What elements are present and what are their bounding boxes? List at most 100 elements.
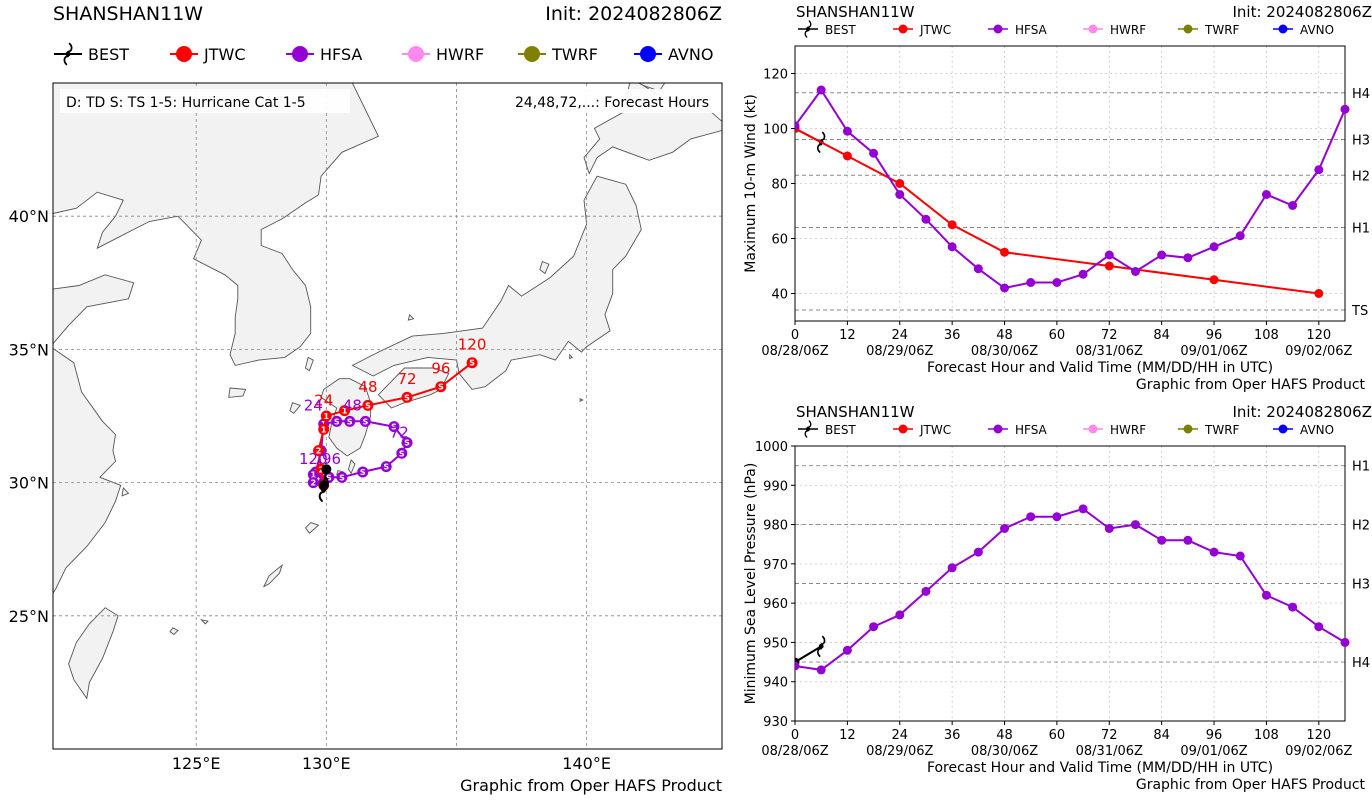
land-goto [289,402,302,414]
y-tick-label: 980 [763,519,788,534]
x-date-label: 08/29/06Z [866,744,933,759]
dot-marker [524,46,540,62]
hfsa-series-point [1026,278,1036,287]
jtwc-track-point [320,410,332,422]
hfsa-track-point-symbol: 2 [311,479,317,488]
dot-marker [1183,24,1193,34]
dot-marker [408,46,424,62]
land-jeju [228,387,247,398]
hfsa-track-point [336,471,348,483]
hfsa-series-point [921,586,931,596]
map-legend-label: JTWC [203,45,245,64]
x-tick-label: 84 [1153,328,1170,343]
hfsa-track-point-symbol: S [399,449,405,458]
chart-legend-jtwc: JTWC [893,423,951,437]
hfsa-series-point [795,661,800,671]
hfsa-track-point [307,477,319,489]
x-tick-label: 48 [996,728,1013,743]
hfsa-series-point [1314,622,1324,632]
x-date-label: 08/28/06Z [761,344,828,359]
category-label: H4 [1352,656,1370,671]
chart-legend-twrf: TWRF [1178,23,1240,37]
hfsa-series-point [1104,524,1114,533]
x-date-label: 08/30/06Z [971,744,1038,759]
lat-label: 30°N [9,474,49,493]
hfsa-series-point [1130,520,1140,530]
jtwc-track-point-symbol: 1 [342,407,348,416]
y-tick-label: 80 [771,178,788,193]
y-tick-label: 1000 [755,440,788,455]
x-tick-label: 96 [1206,728,1223,743]
x-date-label: 09/01/06Z [1180,744,1247,759]
track-map: 3321SSSSSSSSSS12322111SSSS24487296120244… [52,82,723,750]
chart-legend-label: JTWC [919,423,951,437]
hfsa-series-point [973,264,983,274]
hfsa-series-point [1183,535,1193,545]
chart-frame [794,445,1346,722]
dot-marker [993,24,1003,34]
jtwc-track-point-symbol: S [469,359,475,368]
hfsa-track-point [357,466,369,478]
hfsa-series-point [1209,242,1219,252]
y-tick-label: 960 [763,597,788,612]
jtwc-hour-label: 48 [358,378,377,396]
chart-legend-label: TWRF [1204,423,1240,437]
jtwc-track-point-symbol: S [404,393,410,402]
land-hainan-edge [121,486,130,497]
land-oki [407,313,415,321]
x-tick-label: 0 [791,328,799,343]
x-tick-label: 24 [891,328,908,343]
dot-marker [1088,424,1098,434]
x-tick-label: 84 [1153,728,1170,743]
land-tanegashima [348,459,356,475]
land-china-coast-south [53,274,135,594]
map-legend-avno: AVNO [634,45,713,64]
map-legend-label: AVNO [668,45,713,64]
hfsa-series-point [1104,250,1114,260]
chart-legend-twrf: TWRF [1178,423,1240,437]
hfsa-series-point [1261,590,1271,600]
jtwc-track-point-symbol: 2 [316,447,322,456]
hfsa-series-point [1157,535,1167,545]
x-date-label: 08/31/06Z [1076,344,1143,359]
x-date-label: 09/01/06Z [1180,344,1247,359]
chart-pressure: SHANSHAN11W Init: 2024082806Z BEST JTWC HFSA… [743,403,1372,793]
map-legend-best: BEST [54,42,129,66]
map-note-left: D: TD S: TS 1-5: Hurricane Cat 1-5 [66,95,306,111]
dot-marker [1183,424,1193,434]
land-taiwan [68,607,119,700]
category-label: H3 [1352,134,1370,149]
jtwc-series-point [895,179,905,188]
x-date-label: 08/30/06Z [971,344,1038,359]
hfsa-series-point [1026,512,1036,522]
jtwc-series-line [795,127,1319,295]
hfsa-series-point [895,610,905,620]
hfsa-series-point [816,665,826,675]
chart-legend-label: JTWC [919,23,951,37]
jtwc-series-point [1209,275,1219,285]
lon-label: 130°E [302,754,351,773]
note-left-box [60,89,350,113]
typhoon-icon [804,420,812,438]
x-axis-label: Forecast Hour and Valid Time (MM/DD/HH i… [927,360,1273,376]
hfsa-track-point [401,437,413,449]
y-tick-label: 120 [763,68,788,83]
hfsa-series-point [1340,104,1350,114]
jtwc-hour-label: 72 [397,370,416,388]
dot-marker [176,46,192,62]
map-legend-jtwc: JTWC [170,45,245,64]
x-tick-label: 72 [1101,328,1118,343]
jtwc-track: 322111SSSS [313,357,478,491]
chart-title: SHANSHAN11W [796,3,915,21]
x-tick-label: 12 [839,328,856,343]
map-legend-label: TWRF [551,45,598,64]
typhoon-icon [63,42,73,66]
category-label: H1 [1352,222,1370,237]
y-tick-label: 930 [763,715,788,730]
jtwc-track-line [317,361,473,486]
hfsa-series-point [1078,269,1088,279]
jtwc-track-point-symbol: S [365,401,371,410]
hfsa-series-point [1288,201,1298,210]
hfsa-series-point [1052,278,1062,287]
land-okinawa [262,563,284,588]
